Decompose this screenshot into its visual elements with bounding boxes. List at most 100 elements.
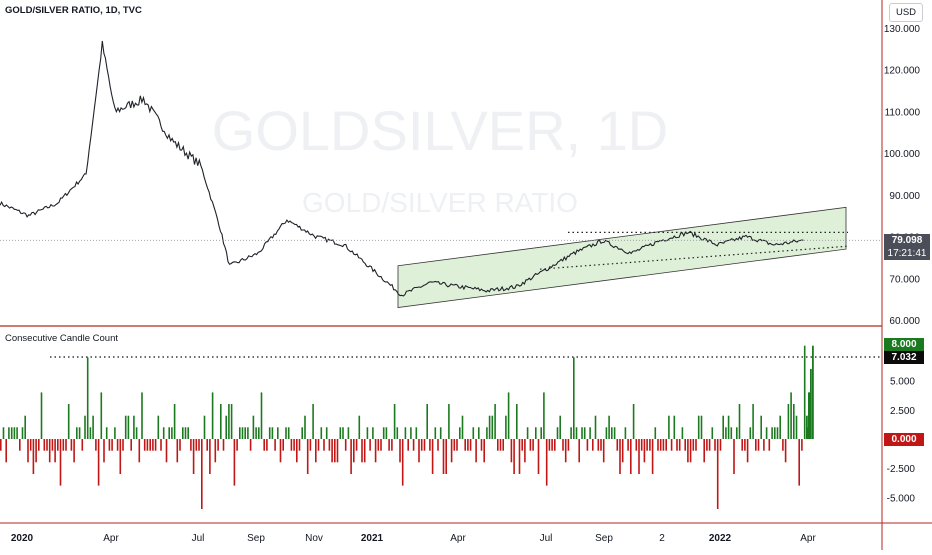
indicator-bar xyxy=(646,439,648,451)
watermark-symbol: GOLDSILVER, 1D xyxy=(212,99,668,162)
indicator-bar xyxy=(274,439,276,451)
indicator-bar xyxy=(225,415,227,439)
countdown-value: 17:21:41 xyxy=(887,248,927,259)
indicator-bar xyxy=(491,415,494,439)
indicator-bar xyxy=(521,439,523,451)
indicator-bar xyxy=(201,439,203,509)
indicator-bar xyxy=(293,439,295,451)
indicator-bar xyxy=(32,439,35,474)
price-tick-label: 60.000 xyxy=(889,316,920,327)
indicator-bar xyxy=(173,404,176,439)
indicator-bar xyxy=(143,439,146,451)
indicator-bar xyxy=(483,439,485,463)
indicator-bar xyxy=(765,427,768,439)
indicator-bar xyxy=(2,427,5,439)
indicator-bar xyxy=(287,427,290,439)
indicator-bar xyxy=(54,439,56,463)
indicator-bar xyxy=(76,427,78,439)
indicator-bar xyxy=(141,392,143,439)
price-tick-label: 110.000 xyxy=(885,107,921,118)
indicator-bar xyxy=(513,439,515,474)
indicator-bar xyxy=(312,404,314,439)
price-tick-label: 90.000 xyxy=(889,191,920,202)
indicator-bar xyxy=(706,439,708,451)
indicator-bar xyxy=(643,439,646,463)
indicator-bar xyxy=(217,439,219,451)
indicator-bar xyxy=(135,427,138,439)
indicator-bar xyxy=(404,427,407,439)
indicator-bar xyxy=(575,427,578,439)
indicator-bar xyxy=(198,439,200,451)
indicator-bar xyxy=(62,439,65,451)
indicator-bar xyxy=(380,439,382,451)
indicator-bar xyxy=(263,439,265,451)
indicator-bar xyxy=(545,439,548,486)
indicator-bar xyxy=(230,404,233,439)
indicator-bar xyxy=(97,439,100,486)
indicator-bar xyxy=(736,427,738,439)
indicator-bar xyxy=(396,427,399,439)
indicator-bar xyxy=(239,427,241,439)
indicator-bar xyxy=(5,439,7,463)
indicator-bar xyxy=(627,439,629,451)
indicator-bar xyxy=(366,427,369,439)
indicator-bar xyxy=(787,404,790,439)
indicator-bar xyxy=(727,415,730,439)
indicator-bar xyxy=(808,392,810,439)
indicator-bar xyxy=(331,439,333,463)
indicator-bar xyxy=(592,439,594,451)
indicator-bar xyxy=(423,439,426,451)
indicator-bar xyxy=(801,439,803,451)
indicator-bar xyxy=(95,439,97,451)
indicator-bar xyxy=(35,439,37,463)
indicator-bar xyxy=(21,427,24,439)
indicator-bar xyxy=(497,439,499,451)
indicator-bar xyxy=(27,439,29,463)
indicator-bar xyxy=(73,439,75,463)
indicator-bar xyxy=(336,439,339,463)
indicator-bar xyxy=(377,439,380,451)
indicator-bar xyxy=(393,404,396,439)
time-tick-label: Apr xyxy=(103,533,119,544)
indicator-bar xyxy=(461,415,464,439)
indicator-bar xyxy=(711,427,714,439)
indicator-bar xyxy=(162,427,165,439)
indicator-bar xyxy=(233,439,236,486)
indicator-bar xyxy=(790,392,792,439)
indicator-bar xyxy=(548,439,551,451)
indicator-max-tag: 8.000 xyxy=(884,338,924,351)
indicator-bar xyxy=(659,439,662,451)
indicator-bar xyxy=(266,439,268,451)
indicator-bar xyxy=(165,439,168,463)
indicator-bar xyxy=(581,427,583,439)
price-tick-label: 120.000 xyxy=(884,66,921,77)
indicator-bar xyxy=(220,404,222,439)
indicator-bar xyxy=(51,439,54,451)
indicator-bar xyxy=(749,427,752,439)
indicator-bar xyxy=(602,439,605,463)
indicator-bar xyxy=(459,427,461,439)
indicator-bar xyxy=(722,415,724,439)
indicator-bar xyxy=(241,427,244,439)
price-tick-label: 130.000 xyxy=(884,24,921,35)
indicator-bar xyxy=(654,427,657,439)
indicator-bar xyxy=(806,415,808,439)
indicator-bar xyxy=(203,415,206,439)
indicator-bar xyxy=(127,415,130,439)
indicator-bar xyxy=(768,439,771,451)
indicator-bar xyxy=(551,439,553,451)
indicator-bar xyxy=(456,439,458,451)
indicator-bar xyxy=(369,439,371,451)
time-tick-label: 2021 xyxy=(361,533,384,544)
indicator-bar xyxy=(328,439,331,451)
indicator-bar xyxy=(757,439,760,451)
price-tag: 79.098 17:21:41 xyxy=(884,234,930,260)
indicator-bar xyxy=(249,439,252,451)
indicator-bar xyxy=(621,439,624,463)
indicator-bar xyxy=(624,427,627,439)
time-tick-label: 2020 xyxy=(11,533,34,544)
indicator-bar xyxy=(282,439,284,451)
currency-button[interactable]: USD xyxy=(889,3,923,22)
